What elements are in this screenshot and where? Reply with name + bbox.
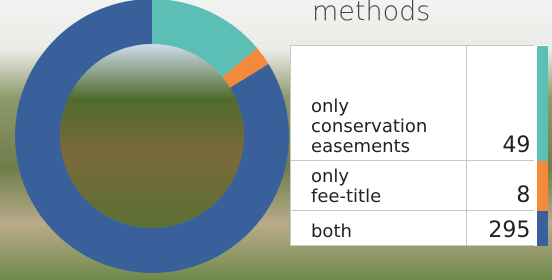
legend-label: only conservation easements — [291, 46, 467, 161]
chart-title: methods — [312, 0, 430, 27]
page: {"chart_data": {"type": "donut", "title"… — [0, 0, 552, 280]
value-label: 49 — [467, 46, 536, 161]
legend-label: both — [291, 211, 467, 246]
value-label: 295 — [467, 211, 536, 246]
legend-label: only fee-title — [291, 161, 467, 211]
legend-swatch — [536, 211, 548, 246]
legend-swatch — [536, 46, 548, 161]
inner-photo — [60, 44, 244, 228]
legend-swatch — [536, 161, 548, 211]
value-label: 8 — [467, 161, 536, 211]
